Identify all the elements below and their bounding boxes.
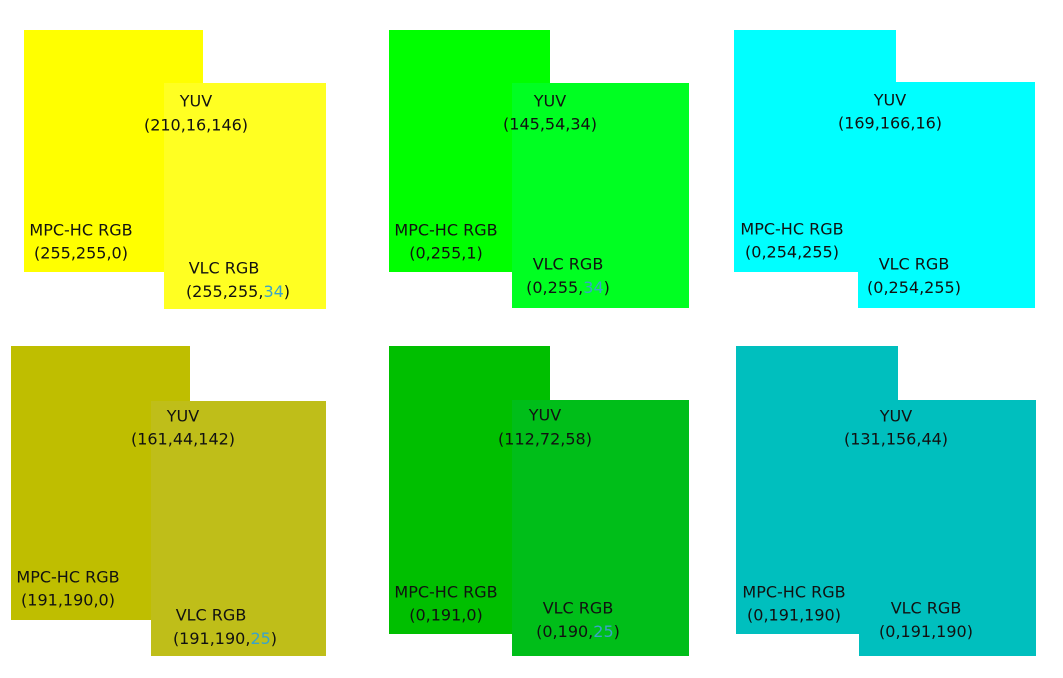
vlc-value: (0,254,255)	[867, 278, 961, 297]
yuv-label: YUV	[873, 91, 906, 110]
vlc-value-part: (0,191,190)	[879, 622, 973, 641]
mpc-label: MPC-HC RGB	[16, 568, 119, 587]
mpc-label: MPC-HC RGB	[394, 583, 497, 602]
vlc-label: VLC RGB	[176, 606, 247, 625]
vlc-highlight: 25	[593, 622, 613, 641]
vlc-value-part: )	[271, 629, 277, 648]
mpc-label: MPC-HC RGB	[740, 220, 843, 239]
vlc-value-part: )	[614, 622, 620, 641]
mpc-value: (255,255,0)	[34, 244, 128, 263]
vlc-swatch	[151, 401, 326, 656]
yuv-value: (169,166,16)	[838, 114, 942, 133]
color-panel: YUV (161,44,142) MPC-HC RGB (191,190,0) VLC …	[11, 346, 326, 656]
vlc-value-part: )	[604, 278, 610, 297]
mpc-value: (0,255,1)	[409, 244, 483, 263]
yuv-label: YUV	[166, 407, 199, 426]
vlc-highlight: 34	[263, 282, 283, 301]
color-panel: YUV (145,54,34) MPC-HC RGB (0,255,1) VLC RGB…	[389, 30, 689, 308]
vlc-value-part: (0,254,255)	[867, 278, 961, 297]
yuv-label: YUV	[879, 407, 912, 426]
vlc-value: (0,191,190)	[879, 622, 973, 641]
vlc-label: VLC RGB	[533, 255, 604, 274]
vlc-swatch	[859, 400, 1036, 656]
vlc-label: VLC RGB	[189, 259, 260, 278]
vlc-value: (255,255,34)	[186, 282, 290, 301]
vlc-label: VLC RGB	[891, 599, 962, 618]
vlc-value-part: (255,255,	[186, 282, 264, 301]
vlc-label: VLC RGB	[879, 255, 950, 274]
vlc-value-part: (0,255,	[526, 278, 583, 297]
mpc-label: MPC-HC RGB	[29, 221, 132, 240]
yuv-value: (161,44,142)	[131, 430, 235, 449]
yuv-label: YUV	[528, 406, 561, 425]
color-panel: YUV (131,156,44) MPC-HC RGB (0,191,190) VLC …	[736, 346, 1036, 656]
vlc-value-part: (191,190,	[173, 629, 251, 648]
vlc-highlight: 25	[250, 629, 270, 648]
vlc-swatch	[164, 83, 326, 309]
vlc-value-part: (0,190,	[536, 622, 593, 641]
vlc-label: VLC RGB	[543, 599, 614, 618]
vlc-value: (191,190,25)	[173, 629, 277, 648]
yuv-value: (131,156,44)	[844, 430, 948, 449]
vlc-value: (0,255,34)	[526, 278, 610, 297]
yuv-value: (210,16,146)	[144, 116, 248, 135]
vlc-value-part: )	[284, 282, 290, 301]
mpc-value: (0,191,0)	[409, 606, 483, 625]
mpc-value: (0,191,190)	[747, 606, 841, 625]
vlc-value: (0,190,25)	[536, 622, 620, 641]
mpc-value: (191,190,0)	[21, 591, 115, 610]
color-panel: YUV (210,16,146) MPC-HC RGB (255,255,0) VLC …	[24, 30, 326, 309]
vlc-highlight: 34	[583, 278, 603, 297]
color-panel: YUV (112,72,58) MPC-HC RGB (0,191,0) VLC RGB…	[389, 346, 689, 656]
vlc-swatch	[512, 400, 689, 656]
vlc-swatch	[512, 83, 689, 308]
yuv-label: YUV	[533, 92, 566, 111]
mpc-value: (0,254,255)	[745, 243, 839, 262]
yuv-label: YUV	[179, 92, 212, 111]
yuv-value: (145,54,34)	[503, 115, 597, 134]
yuv-value: (112,72,58)	[498, 430, 592, 449]
color-panel: YUV (169,166,16) MPC-HC RGB (0,254,255) VLC …	[734, 30, 1035, 308]
mpc-label: MPC-HC RGB	[742, 583, 845, 602]
vlc-swatch	[858, 82, 1035, 308]
mpc-label: MPC-HC RGB	[394, 221, 497, 240]
